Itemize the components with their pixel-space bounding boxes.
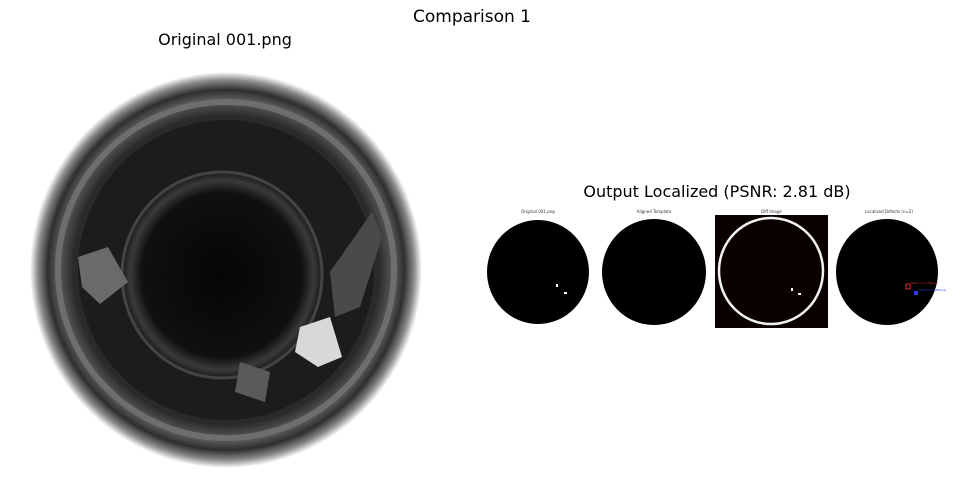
lower-shadow [235, 362, 270, 402]
right-wall-reflection [330, 212, 382, 317]
mini-aligned-image [602, 219, 706, 325]
mini-diff-panel [715, 215, 828, 328]
mini-aligned-panel [601, 218, 707, 326]
mini-title-original: Original 001.png [521, 209, 555, 214]
mini-original-panel [486, 218, 590, 326]
mini-title-aligned: Aligned Template [636, 209, 672, 214]
bottle-top-view [30, 72, 422, 468]
defect-label-2: Defect 2 (confidence) [919, 289, 947, 292]
defect-box-red [905, 283, 911, 290]
original-bottle-image [30, 72, 422, 468]
rim-highlight-ring [55, 99, 397, 441]
mini-title-diff: Diff Image [761, 209, 782, 214]
mini-original-image [487, 220, 589, 324]
original-image-title: Original 001.png [158, 30, 292, 49]
diff-defect-1 [791, 288, 793, 291]
defect-box-blue [914, 291, 918, 295]
left-reflection [78, 247, 128, 304]
mini-title-localized: Localized Defects (n=2) [865, 209, 913, 214]
mini-localized-panel [836, 218, 942, 326]
mini-defect-mark-1 [556, 284, 558, 287]
inner-opening [120, 170, 324, 380]
bright-glare [295, 317, 342, 367]
defect-label-1: Defect 1 (confidence) [911, 282, 939, 285]
figure-title: Comparison 1 [412, 7, 531, 27]
mini-defect-mark-2 [564, 292, 567, 294]
diff-defect-2 [798, 293, 801, 295]
mini-localized-image [836, 219, 938, 325]
output-localized-title: Output Localized (PSNR: 2.81 dB) [583, 182, 851, 201]
mini-diff-image [717, 216, 825, 326]
diff-ring [717, 216, 825, 326]
